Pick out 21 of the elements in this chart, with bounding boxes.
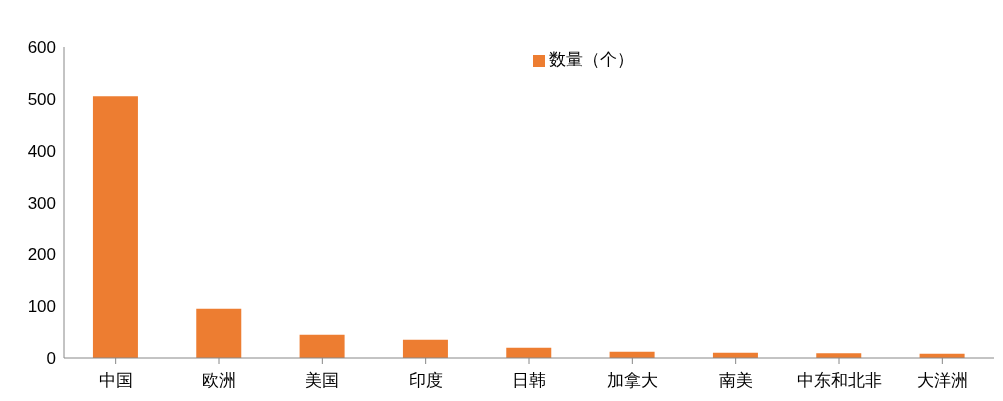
x-tick-label: 中国 — [98, 371, 133, 391]
x-tick-label: 欧洲 — [202, 371, 236, 391]
x-tick-label: 大洋洲 — [916, 371, 968, 391]
y-tick-label: 100 — [27, 297, 56, 317]
bar — [402, 339, 448, 358]
y-tick-label: 0 — [46, 349, 56, 369]
bar — [92, 96, 138, 358]
y-tick-label: 600 — [27, 38, 56, 58]
y-tick-label: 400 — [27, 141, 56, 161]
y-tick-label: 500 — [27, 89, 56, 109]
x-tick-label: 印度 — [408, 371, 443, 391]
bar — [196, 308, 242, 358]
x-tick-label: 美国 — [305, 371, 340, 391]
bar — [299, 334, 345, 358]
y-tick-label: 300 — [27, 193, 56, 213]
x-tick-label: 中东和北非 — [796, 371, 882, 391]
x-tick-label: 加拿大 — [606, 371, 658, 391]
x-tick-label: 南美 — [718, 371, 753, 391]
legend-label: 数量（个） — [548, 50, 634, 69]
y-tick-label: 200 — [27, 245, 56, 265]
x-tick-label: 日韩 — [512, 371, 546, 391]
